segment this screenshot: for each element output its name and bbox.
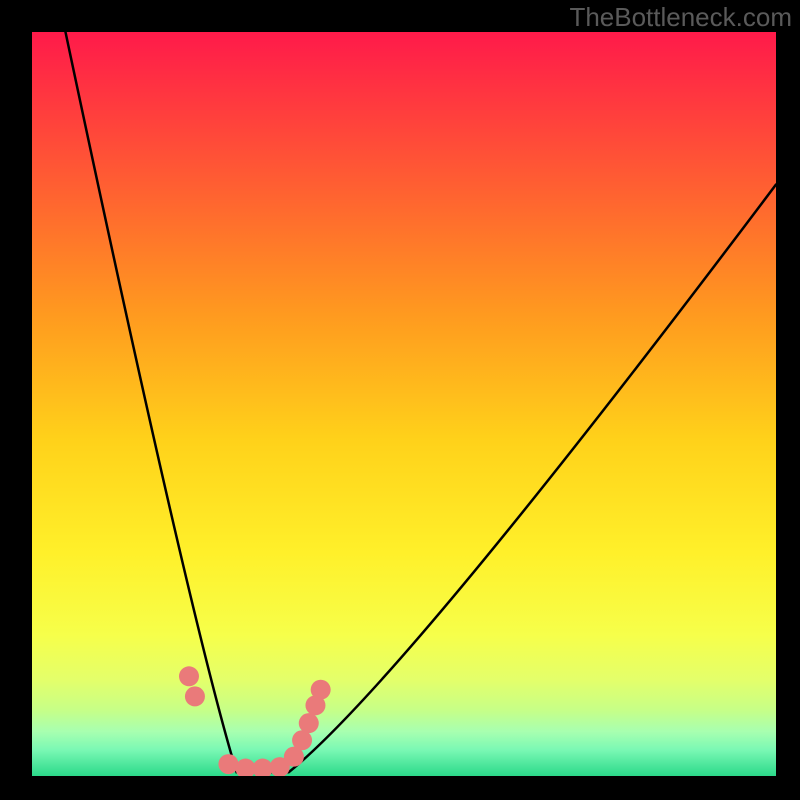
marker-dot: [292, 730, 312, 750]
marker-dot: [218, 754, 238, 774]
watermark-text: TheBottleneck.com: [569, 2, 792, 33]
bottleneck-curve: [65, 32, 776, 772]
marker-dot: [236, 759, 256, 776]
marker-dot: [311, 680, 331, 700]
marker-dot: [185, 686, 205, 706]
marker-dot: [179, 666, 199, 686]
marker-dot: [299, 713, 319, 733]
marker-group: [179, 666, 331, 776]
marker-dot: [253, 759, 273, 776]
plot-area: [32, 32, 776, 776]
curve-layer: [32, 32, 776, 776]
